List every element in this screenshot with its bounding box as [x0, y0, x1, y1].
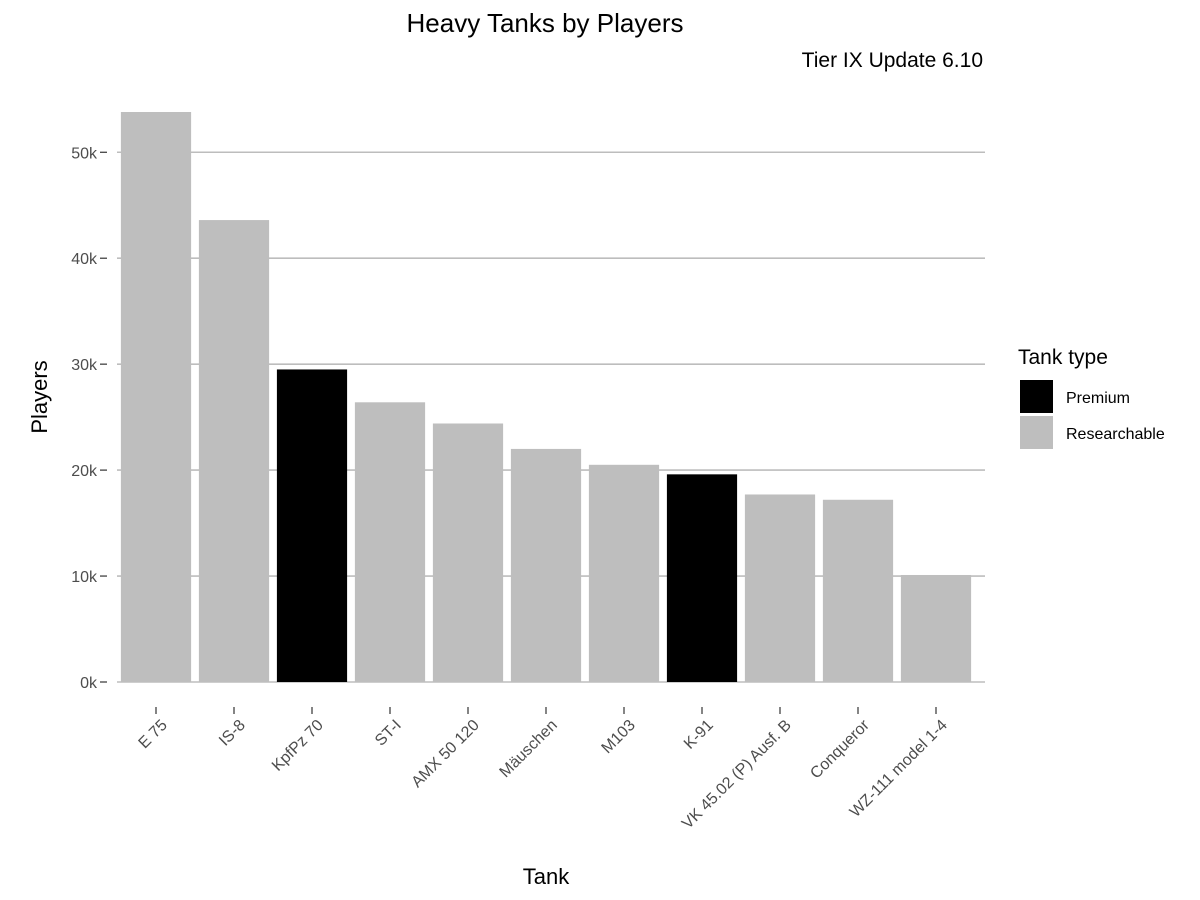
y-axis-title: Players	[27, 360, 52, 433]
y-tick-label: 10k	[71, 569, 98, 586]
x-tick-label: Conqueror	[807, 716, 873, 782]
legend-key-premium	[1020, 380, 1053, 413]
bar	[354, 402, 426, 682]
x-axis-title: Tank	[523, 864, 570, 889]
y-tick-label: 0k	[80, 675, 98, 692]
legend: Tank type Premium Researchable	[1018, 346, 1165, 449]
y-tick-label: 20k	[71, 463, 98, 480]
legend-label-premium: Premium	[1066, 390, 1130, 407]
x-tick-label: ST-I	[372, 717, 405, 750]
legend-title: Tank type	[1018, 346, 1108, 369]
chart-title: Heavy Tanks by Players	[407, 8, 684, 38]
legend-key-researchable	[1020, 416, 1053, 449]
x-tick-label: Mäuschen	[497, 717, 561, 781]
x-tick-label: AMX 50 120	[409, 717, 483, 791]
bar	[120, 112, 192, 682]
bar	[666, 474, 738, 682]
bar	[822, 499, 894, 682]
x-tick-label: IS-8	[216, 717, 249, 750]
bars	[120, 112, 972, 683]
y-tick-label: 40k	[71, 251, 98, 268]
bar	[510, 448, 582, 682]
y-tick-label: 50k	[71, 145, 98, 162]
bar	[744, 494, 816, 682]
bar	[900, 574, 972, 682]
bar	[198, 220, 270, 683]
y-axis: 0k 10k 20k 30k 40k 50k	[71, 145, 107, 692]
bar	[432, 423, 504, 682]
bar	[588, 464, 660, 682]
x-tick-label: M103	[599, 717, 639, 757]
y-tick-label: 30k	[71, 357, 98, 374]
x-tick-label: K-91	[681, 717, 717, 753]
x-axis: E 75 IS-8 KpfPz 70 ST-I AMX 50 120 Mäuschen M1…	[136, 707, 951, 833]
bar	[276, 369, 348, 682]
x-tick-label: E 75	[136, 717, 171, 752]
x-tick-label: KpfPz 70	[269, 717, 327, 775]
legend-label-researchable: Researchable	[1066, 426, 1165, 443]
chart-subtitle: Tier IX Update 6.10	[802, 49, 983, 72]
